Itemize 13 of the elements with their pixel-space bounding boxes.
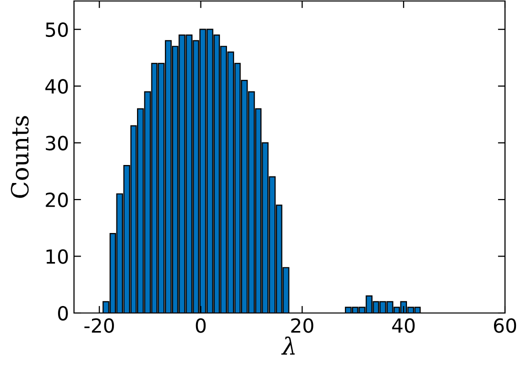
x-tick-label: -20	[84, 318, 114, 333]
x-tick-label: 20	[291, 318, 314, 333]
y-tick-label: 10	[46, 249, 68, 264]
y-tick-label: 50	[46, 22, 68, 38]
x-tick-label: 40	[392, 318, 415, 333]
y-tick-label: 40	[45, 79, 68, 94]
y-tick-label: 0	[58, 306, 68, 321]
y-tick-label: 20	[46, 192, 68, 208]
y-tick-label: 30	[46, 136, 68, 150]
y-axis-title: Counts	[10, 116, 29, 198]
x-tick-label: 0	[196, 318, 206, 333]
x-tick-label: 60	[494, 318, 516, 333]
x-axis-title: λ	[281, 336, 295, 355]
